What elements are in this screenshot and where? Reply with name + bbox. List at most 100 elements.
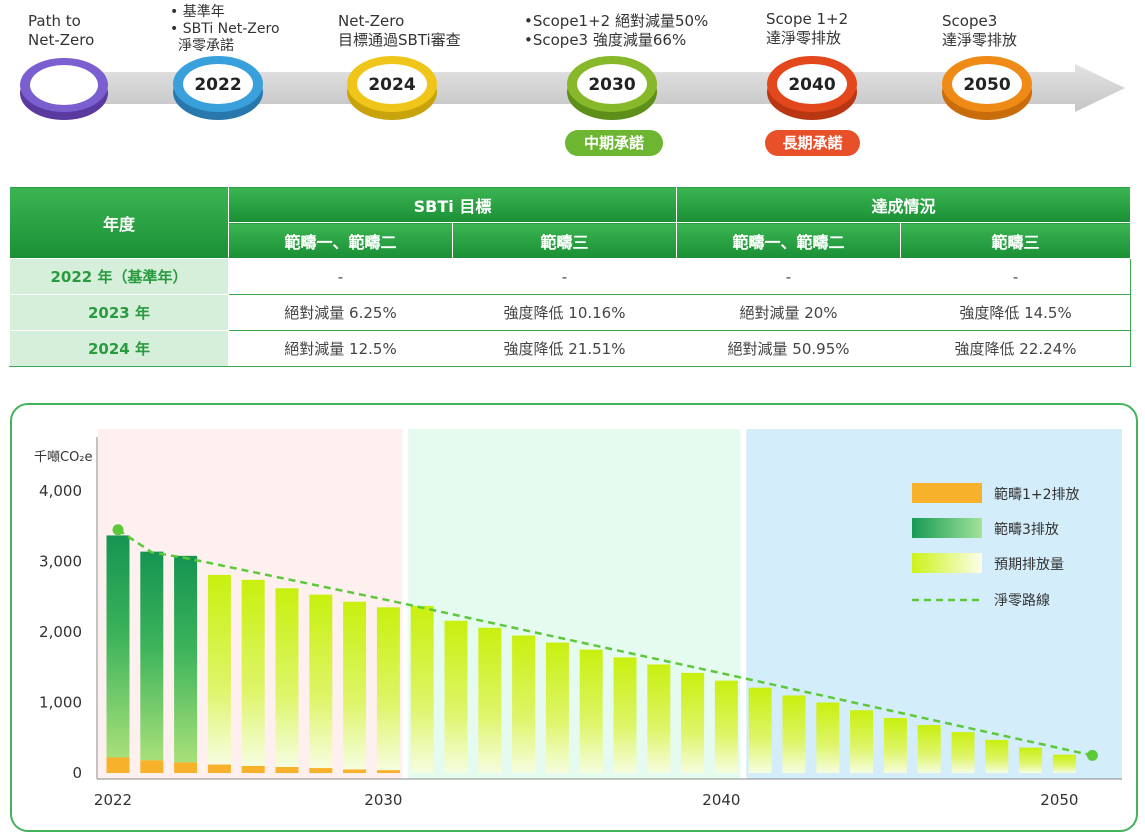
legend-label-scope12: 範疇1+2排放 — [994, 486, 1080, 503]
y-tick-label: 0 — [72, 764, 82, 782]
bar-expected-2026 — [241, 579, 265, 766]
y-tick-label: 1,000 — [39, 694, 82, 712]
net-zero-start-point — [112, 524, 124, 536]
milestone-disc-2030: 2030 — [567, 56, 657, 120]
table-cell: 絕對減量 20% — [676, 294, 902, 331]
bar-expected-2035 — [545, 642, 569, 773]
legend-swatch-scope12 — [912, 483, 982, 503]
x-tick-label: 2040 — [702, 791, 740, 809]
bar-expected-2025 — [207, 574, 231, 765]
x-tick-label: 2050 — [1040, 791, 1078, 809]
table-cell: - — [900, 258, 1132, 295]
bar-scope12-2022 — [106, 757, 130, 773]
bar-scope12-2024 — [174, 762, 198, 773]
milestone-line: • SBTi Net-Zero — [170, 21, 280, 37]
milestone-line: 目標通過SBTi審查 — [338, 31, 461, 49]
bar-expected-2039 — [681, 672, 705, 773]
bar-expected-2037 — [613, 657, 637, 773]
table-cell: 強度降低 22.24% — [900, 330, 1132, 367]
table-cell: 絕對減量 6.25% — [228, 294, 453, 331]
header-sbti-targets: SBTi 目標 — [227, 186, 678, 223]
bar-scope3-2024 — [174, 555, 198, 763]
bar-expected-2049 — [1019, 747, 1043, 773]
legend-label-scope3: 範疇3排放 — [994, 521, 1059, 538]
subheader-scope12-target: 範疇一、範疇二 — [228, 222, 453, 259]
bar-expected-2038 — [647, 664, 671, 773]
bar-expected-2048 — [985, 739, 1009, 773]
timeline-start-line: Net-Zero — [28, 31, 95, 49]
y-tick-label: 4,000 — [39, 482, 82, 500]
y-tick-label: 3,000 — [39, 553, 82, 571]
table-cell: - — [228, 258, 453, 295]
bar-expected-2032 — [444, 620, 468, 773]
table-cell: 強度降低 21.51% — [451, 330, 678, 367]
milestone-year-2024: 2024 — [368, 75, 415, 95]
bar-expected-2047 — [951, 732, 975, 773]
bar-expected-2036 — [579, 649, 603, 773]
bar-expected-2044 — [850, 710, 874, 773]
timeline-start-disc — [20, 58, 108, 120]
header-achievement: 達成情況 — [676, 186, 1132, 223]
table-cell: 強度降低 14.5% — [900, 294, 1132, 331]
table-cell: 絕對減量 12.5% — [228, 330, 453, 367]
bar-scope12-2025 — [207, 764, 231, 773]
header-year: 年度 — [9, 186, 229, 259]
bar-scope3-2022 — [106, 535, 130, 758]
row-year: 2024 年 — [9, 330, 229, 367]
net-zero-timeline: 2022 2024 2030 2040 2050 Path to Net-Zero • … — [0, 0, 1145, 170]
milestone-line: Scope3 — [942, 12, 998, 30]
milestone-disc-2040: 2040 — [767, 56, 857, 120]
table-cell: 強度降低 10.16% — [451, 294, 678, 331]
bar-expected-2034 — [512, 635, 536, 773]
bar-expected-2029 — [343, 601, 367, 770]
milestone-line: 淨零承諾 — [178, 38, 234, 54]
milestone-year-2040: 2040 — [788, 75, 835, 95]
table-cell: - — [451, 258, 678, 295]
milestone-line: • 基準年 — [170, 4, 225, 20]
emissions-chart-panel: 千噸CO₂e 0 1,000 2,000 3,000 4,000 2022 2030 2040 2… — [10, 403, 1138, 832]
milestone-2050-label: Scope3 達淨零排放 — [942, 12, 1017, 50]
milestone-line: Net-Zero — [338, 12, 405, 30]
row-year: 2022 年（基準年） — [9, 258, 229, 295]
milestone-line: •Scope1+2 絕對減量50% — [524, 12, 709, 30]
legend-swatch-expected — [912, 553, 982, 573]
bar-expected-2027 — [275, 588, 299, 768]
milestone-2024-label: Net-Zero 目標通過SBTi審查 — [338, 12, 461, 50]
x-tick-label: 2030 — [364, 791, 402, 809]
bar-scope12-2028 — [309, 768, 333, 773]
bar-expected-2043 — [816, 702, 840, 773]
milestone-2040-label: Scope 1+2 達淨零排放 — [766, 10, 848, 48]
milestone-disc-2050: 2050 — [942, 56, 1032, 120]
x-tick-label: 2022 — [94, 791, 132, 809]
bar-expected-2041 — [748, 687, 772, 773]
milestone-line: 達淨零排放 — [942, 31, 1018, 49]
subheader-scope12-achieved: 範疇一、範疇二 — [676, 222, 902, 259]
y-tick-label: 2,000 — [39, 623, 82, 641]
bar-expected-2040 — [714, 680, 738, 773]
net-zero-path-line — [117, 528, 1093, 757]
milestone-line: 達淨零排放 — [766, 29, 842, 47]
bar-expected-2050 — [1052, 754, 1076, 773]
subheader-scope3-target: 範疇三 — [451, 222, 678, 259]
emissions-chart: 千噸CO₂e 0 1,000 2,000 3,000 4,000 2022 2030 2040 2… — [34, 429, 1122, 809]
bar-expected-2030 — [376, 607, 400, 771]
y-axis-label: 千噸CO₂e — [34, 450, 93, 465]
timeline-graphic: 2022 2024 2030 2040 2050 — [20, 56, 1125, 120]
net-zero-end-point — [1086, 749, 1098, 761]
table-row: 2024 年 絕對減量 12.5% 強度降低 21.51% 絕對減量 50.95… — [9, 330, 1132, 367]
bar-scope12-2026 — [241, 765, 265, 773]
bar-scope12-2030 — [376, 770, 400, 773]
long-term-commitment-badge: 長期承諾 — [765, 130, 860, 156]
subheader-scope3-achieved: 範疇三 — [900, 222, 1132, 259]
bar-expected-2046 — [917, 725, 941, 773]
milestone-line: •Scope3 強度減量66% — [524, 31, 687, 49]
bar-scope12-2027 — [275, 767, 299, 773]
table-row: 2023 年 絕對減量 6.25% 強度降低 10.16% 絕對減量 20% 強… — [9, 294, 1132, 331]
milestone-disc-2024: 2024 — [347, 56, 437, 120]
bar-scope12-2023 — [140, 760, 164, 773]
milestone-year-2050: 2050 — [963, 75, 1010, 95]
milestone-2022-label: • 基準年 • SBTi Net-Zero 淨零承諾 — [170, 4, 280, 55]
table-row: 2022 年（基準年） - - - - — [9, 258, 1132, 295]
legend-label-net-zero: 淨零路線 — [994, 593, 1050, 609]
milestone-disc-2022: 2022 — [173, 56, 263, 120]
